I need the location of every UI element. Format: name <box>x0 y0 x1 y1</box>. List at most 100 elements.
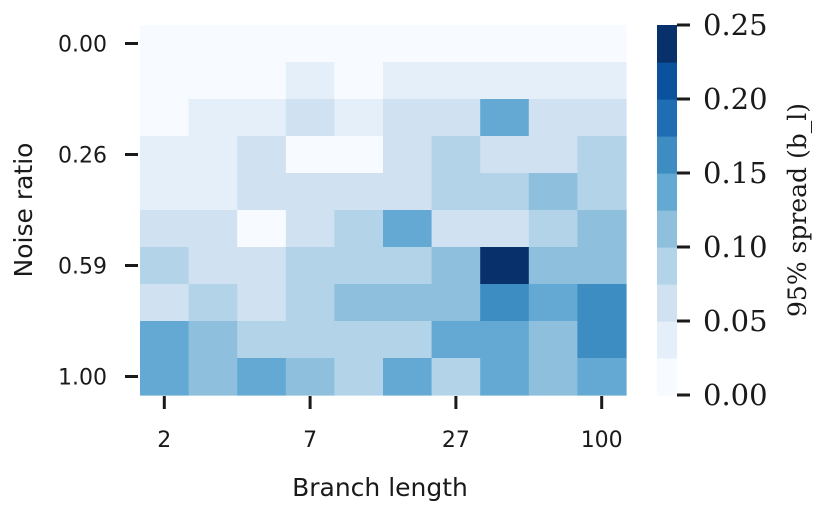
heatmap-cell <box>285 358 335 396</box>
heatmap-cell <box>237 358 287 396</box>
heatmap-cell <box>140 99 190 137</box>
heatmap-cell <box>383 136 433 174</box>
heatmap-cell <box>431 25 481 63</box>
heatmap-cell <box>528 247 578 285</box>
heatmap-cell <box>431 321 481 359</box>
heatmap-cell <box>528 136 578 174</box>
heatmap-cell <box>383 321 433 359</box>
heatmap-cell <box>140 136 190 174</box>
y-axis-title: Noise ratio <box>9 143 38 278</box>
heatmap-cell <box>383 247 433 285</box>
heatmap-cell <box>528 321 578 359</box>
heatmap-cell <box>383 284 433 322</box>
heatmap-cell <box>431 284 481 322</box>
colorbar-tick-label: 0.10 <box>703 230 768 264</box>
heatmap-cell <box>285 62 335 100</box>
colorbar-segment <box>657 210 677 248</box>
x-axis: 2 7 27 100 <box>157 396 623 453</box>
heatmap-cell <box>577 247 627 285</box>
heatmap-cell <box>431 99 481 137</box>
heatmap-cell <box>334 136 384 174</box>
heatmap-cell <box>334 321 384 359</box>
colorbar-tick-label: 0.05 <box>703 304 768 338</box>
heatmap-cell <box>188 321 238 359</box>
heatmap-cell <box>285 210 335 248</box>
x-tick-label: 27 <box>442 428 470 453</box>
heatmap-cell <box>577 358 627 396</box>
heatmap-cell <box>140 247 190 285</box>
colorbar-segment <box>657 62 677 100</box>
heatmap-cell <box>480 247 530 285</box>
heatmap-cell <box>188 99 238 137</box>
colorbar-segment <box>657 25 677 63</box>
heatmap-cell <box>334 62 384 100</box>
heatmap-cell <box>237 25 287 63</box>
heatmap-cell <box>188 284 238 322</box>
heatmap-cell <box>383 358 433 396</box>
colorbar-segment <box>657 284 677 322</box>
colorbar-segment <box>657 358 677 396</box>
heatmap-cell <box>431 358 481 396</box>
heatmap-cell <box>237 210 287 248</box>
heatmap-cell <box>577 62 627 100</box>
heatmap-cell <box>528 173 578 211</box>
colorbar-segment <box>657 247 677 285</box>
heatmap-cell <box>285 25 335 63</box>
heatmap-cell <box>383 62 433 100</box>
x-tick-label: 100 <box>581 428 623 453</box>
colorbar-tick-label: 0.15 <box>703 156 768 190</box>
heatmap-cell <box>334 173 384 211</box>
y-tick-label: 0.00 <box>58 33 107 58</box>
heatmap-cell <box>140 284 190 322</box>
heatmap-cell <box>383 25 433 63</box>
heatmap-cell <box>480 25 530 63</box>
heatmap-cell <box>431 62 481 100</box>
colorbar-segment <box>657 136 677 174</box>
heatmap-cell <box>577 136 627 174</box>
heatmap-cell <box>480 99 530 137</box>
heatmap-cell <box>237 321 287 359</box>
heatmap-cell <box>285 247 335 285</box>
colorbar-segment <box>657 173 677 211</box>
heatmap-cell <box>237 136 287 174</box>
heatmap-cell <box>431 136 481 174</box>
colorbar-segment <box>657 321 677 359</box>
heatmap-cell <box>383 173 433 211</box>
heatmap-cell <box>528 99 578 137</box>
x-tick-label: 7 <box>303 428 317 453</box>
heatmap-cell <box>577 321 627 359</box>
heatmap-cell <box>188 62 238 100</box>
heatmap-cell <box>237 99 287 137</box>
heatmap-cell <box>480 210 530 248</box>
heatmap-cells <box>140 25 627 396</box>
y-tick-label: 0.26 <box>58 144 107 169</box>
heatmap-cell <box>188 247 238 285</box>
heatmap-cell <box>237 62 287 100</box>
heatmap-cell <box>285 99 335 137</box>
heatmap-cell <box>480 62 530 100</box>
heatmap-cell <box>334 358 384 396</box>
heatmap-cell <box>431 210 481 248</box>
heatmap-cell <box>431 247 481 285</box>
heatmap-cell <box>334 25 384 63</box>
heatmap-cell <box>528 284 578 322</box>
heatmap-cell <box>383 210 433 248</box>
heatmap-cell <box>285 173 335 211</box>
heatmap-cell <box>480 358 530 396</box>
heatmap-cell <box>140 210 190 248</box>
heatmap-cell <box>237 284 287 322</box>
colorbar: 0.00 0.05 0.10 0.15 0.20 0.25 <box>657 8 768 412</box>
heatmap-cell <box>334 247 384 285</box>
heatmap-cell <box>285 284 335 322</box>
heatmap-cell <box>480 284 530 322</box>
heatmap-cell <box>528 25 578 63</box>
heatmap-cell <box>528 358 578 396</box>
heatmap-cell <box>577 173 627 211</box>
heatmap-cell <box>334 284 384 322</box>
colorbar-segment <box>657 99 677 137</box>
heatmap-cell <box>480 321 530 359</box>
heatmap-cell <box>237 173 287 211</box>
heatmap-cell <box>140 321 190 359</box>
heatmap-cell <box>188 136 238 174</box>
heatmap-cell <box>383 99 433 137</box>
